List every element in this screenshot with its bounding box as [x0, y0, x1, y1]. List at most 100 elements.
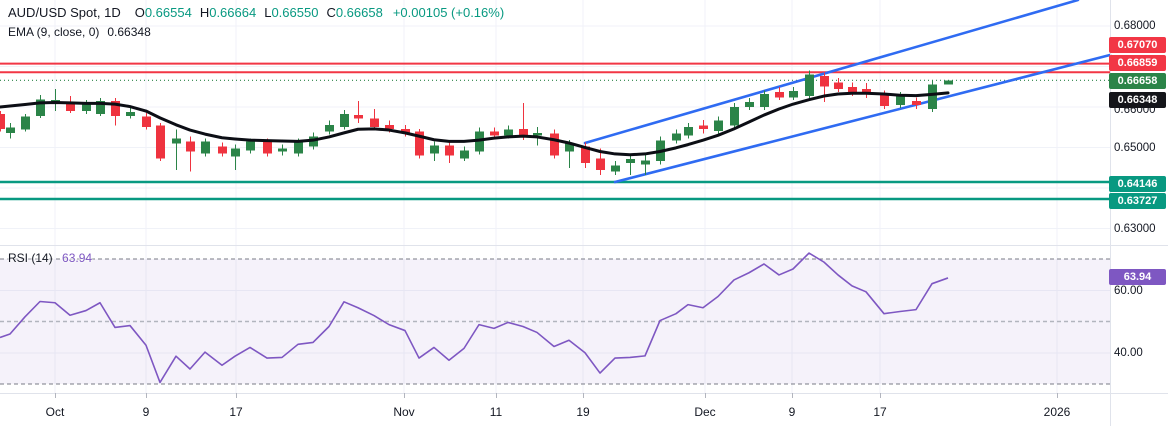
candle-body: [370, 118, 379, 127]
time-axis-label: Dec: [694, 405, 716, 419]
candle-body: [201, 141, 210, 154]
candle-body: [0, 113, 5, 129]
candle-body: [611, 165, 620, 172]
candle-body: [519, 128, 528, 137]
candle-body: [684, 126, 693, 136]
candle-body: [912, 100, 921, 105]
price-badge: 0.64146: [1109, 176, 1166, 192]
candle-body: [430, 145, 439, 154]
price-axis-label: 0.68000: [1114, 20, 1156, 32]
candle-body: [218, 146, 227, 154]
candle-body: [533, 132, 542, 136]
open-label: O: [134, 5, 145, 20]
candle-body: [111, 100, 120, 116]
time-axis-tick: [146, 393, 147, 398]
candle-body: [186, 141, 195, 152]
candle-body: [172, 138, 181, 144]
price-badge: 0.63727: [1109, 193, 1166, 209]
low-value: 0.66550: [271, 5, 319, 20]
candle-body: [789, 91, 798, 98]
candle-body: [672, 133, 681, 141]
price-badge: 0.66859: [1109, 55, 1166, 71]
candle-body: [21, 116, 30, 130]
candle-body: [928, 84, 937, 109]
ema-line[interactable]: [0, 91, 950, 157]
time-axis-label: 9: [788, 405, 796, 419]
candle-body: [834, 82, 843, 90]
time-axis-label: 17: [873, 405, 887, 419]
rsi-label: RSI (14): [8, 251, 53, 265]
rsi-value: 63.94: [62, 251, 93, 265]
time-axis-label: 19: [576, 405, 590, 419]
rsi-pane[interactable]: [0, 245, 1110, 393]
candle-body: [550, 133, 559, 156]
price-pane[interactable]: [0, 0, 1110, 245]
candle-body: [385, 124, 394, 129]
price-axis-label: 0.63000: [1114, 223, 1156, 235]
time-axis-label: 2026: [1043, 405, 1071, 419]
close-label: C: [326, 5, 336, 20]
candle-body: [354, 115, 363, 119]
candle-body: [460, 150, 469, 159]
time-axis-label: 17: [229, 405, 243, 419]
symbol-title[interactable]: AUD/USD Spot, 1D: [8, 5, 121, 20]
time-axis-tick: [404, 393, 405, 398]
ema-label: EMA (9, close, 0): [8, 25, 100, 39]
candle-body: [82, 104, 91, 112]
time-axis-tick: [880, 393, 881, 398]
candle-body: [325, 124, 334, 132]
low-label: L: [264, 5, 272, 20]
time-axis-tick: [1057, 393, 1058, 398]
time-axis-label: Oct: [45, 405, 65, 419]
rsi-badge: 63.94: [1109, 269, 1166, 285]
rsi-axis-label: 40.00: [1114, 347, 1143, 359]
candle-body: [401, 128, 410, 133]
candle-body: [504, 129, 513, 136]
channel-upper-line[interactable]: [583, 0, 1080, 145]
ema-value: 0.66348: [107, 25, 151, 39]
candle-body: [490, 131, 499, 136]
candle-body: [581, 146, 590, 164]
candle-body: [596, 158, 605, 171]
time-axis-label: Nov: [393, 405, 415, 419]
candle-body: [775, 91, 784, 98]
close-value: 0.66658: [335, 5, 383, 20]
candle-body: [714, 120, 723, 131]
candle-body: [142, 116, 151, 127]
price-badge: 0.67070: [1109, 37, 1166, 53]
candle-body: [730, 106, 739, 126]
rsi-line[interactable]: [0, 252, 949, 384]
time-axis-tick: [583, 393, 584, 398]
high-value: 0.66664: [209, 5, 257, 20]
candle-body: [626, 159, 635, 164]
rsi-axis-label: 60.00: [1114, 285, 1143, 297]
candle-body: [294, 141, 303, 154]
candle-body: [565, 143, 574, 152]
time-axis-tick: [496, 393, 497, 398]
time-axis-tick: [55, 393, 56, 398]
candle-body: [156, 125, 165, 159]
time-axis-tick: [705, 393, 706, 398]
candle-body: [340, 113, 349, 127]
ema-legend[interactable]: EMA (9, close, 0) 0.66348: [8, 25, 151, 39]
candle-body: [126, 111, 135, 116]
symbol-legend[interactable]: AUD/USD Spot, 1D O0.66554 H0.66664 L0.66…: [8, 5, 504, 20]
change-value: +0.00105 (+0.16%): [392, 5, 505, 20]
open-value: 0.66554: [144, 5, 192, 20]
candle-body: [641, 160, 650, 165]
candle-body: [699, 125, 708, 129]
candle-body: [263, 141, 272, 154]
candle-body: [445, 145, 454, 156]
high-label: H: [199, 5, 210, 20]
time-axis-label: 11: [489, 405, 503, 419]
candle-body: [745, 102, 754, 107]
channel-lower-line[interactable]: [613, 53, 1112, 184]
candle-body: [880, 94, 889, 107]
candle-body: [760, 94, 769, 107]
candle-body: [6, 127, 15, 133]
time-axis-tick: [236, 393, 237, 398]
rsi-legend[interactable]: RSI (14) 63.94: [8, 251, 92, 265]
candle-body: [66, 102, 75, 112]
candle-body: [231, 148, 240, 157]
